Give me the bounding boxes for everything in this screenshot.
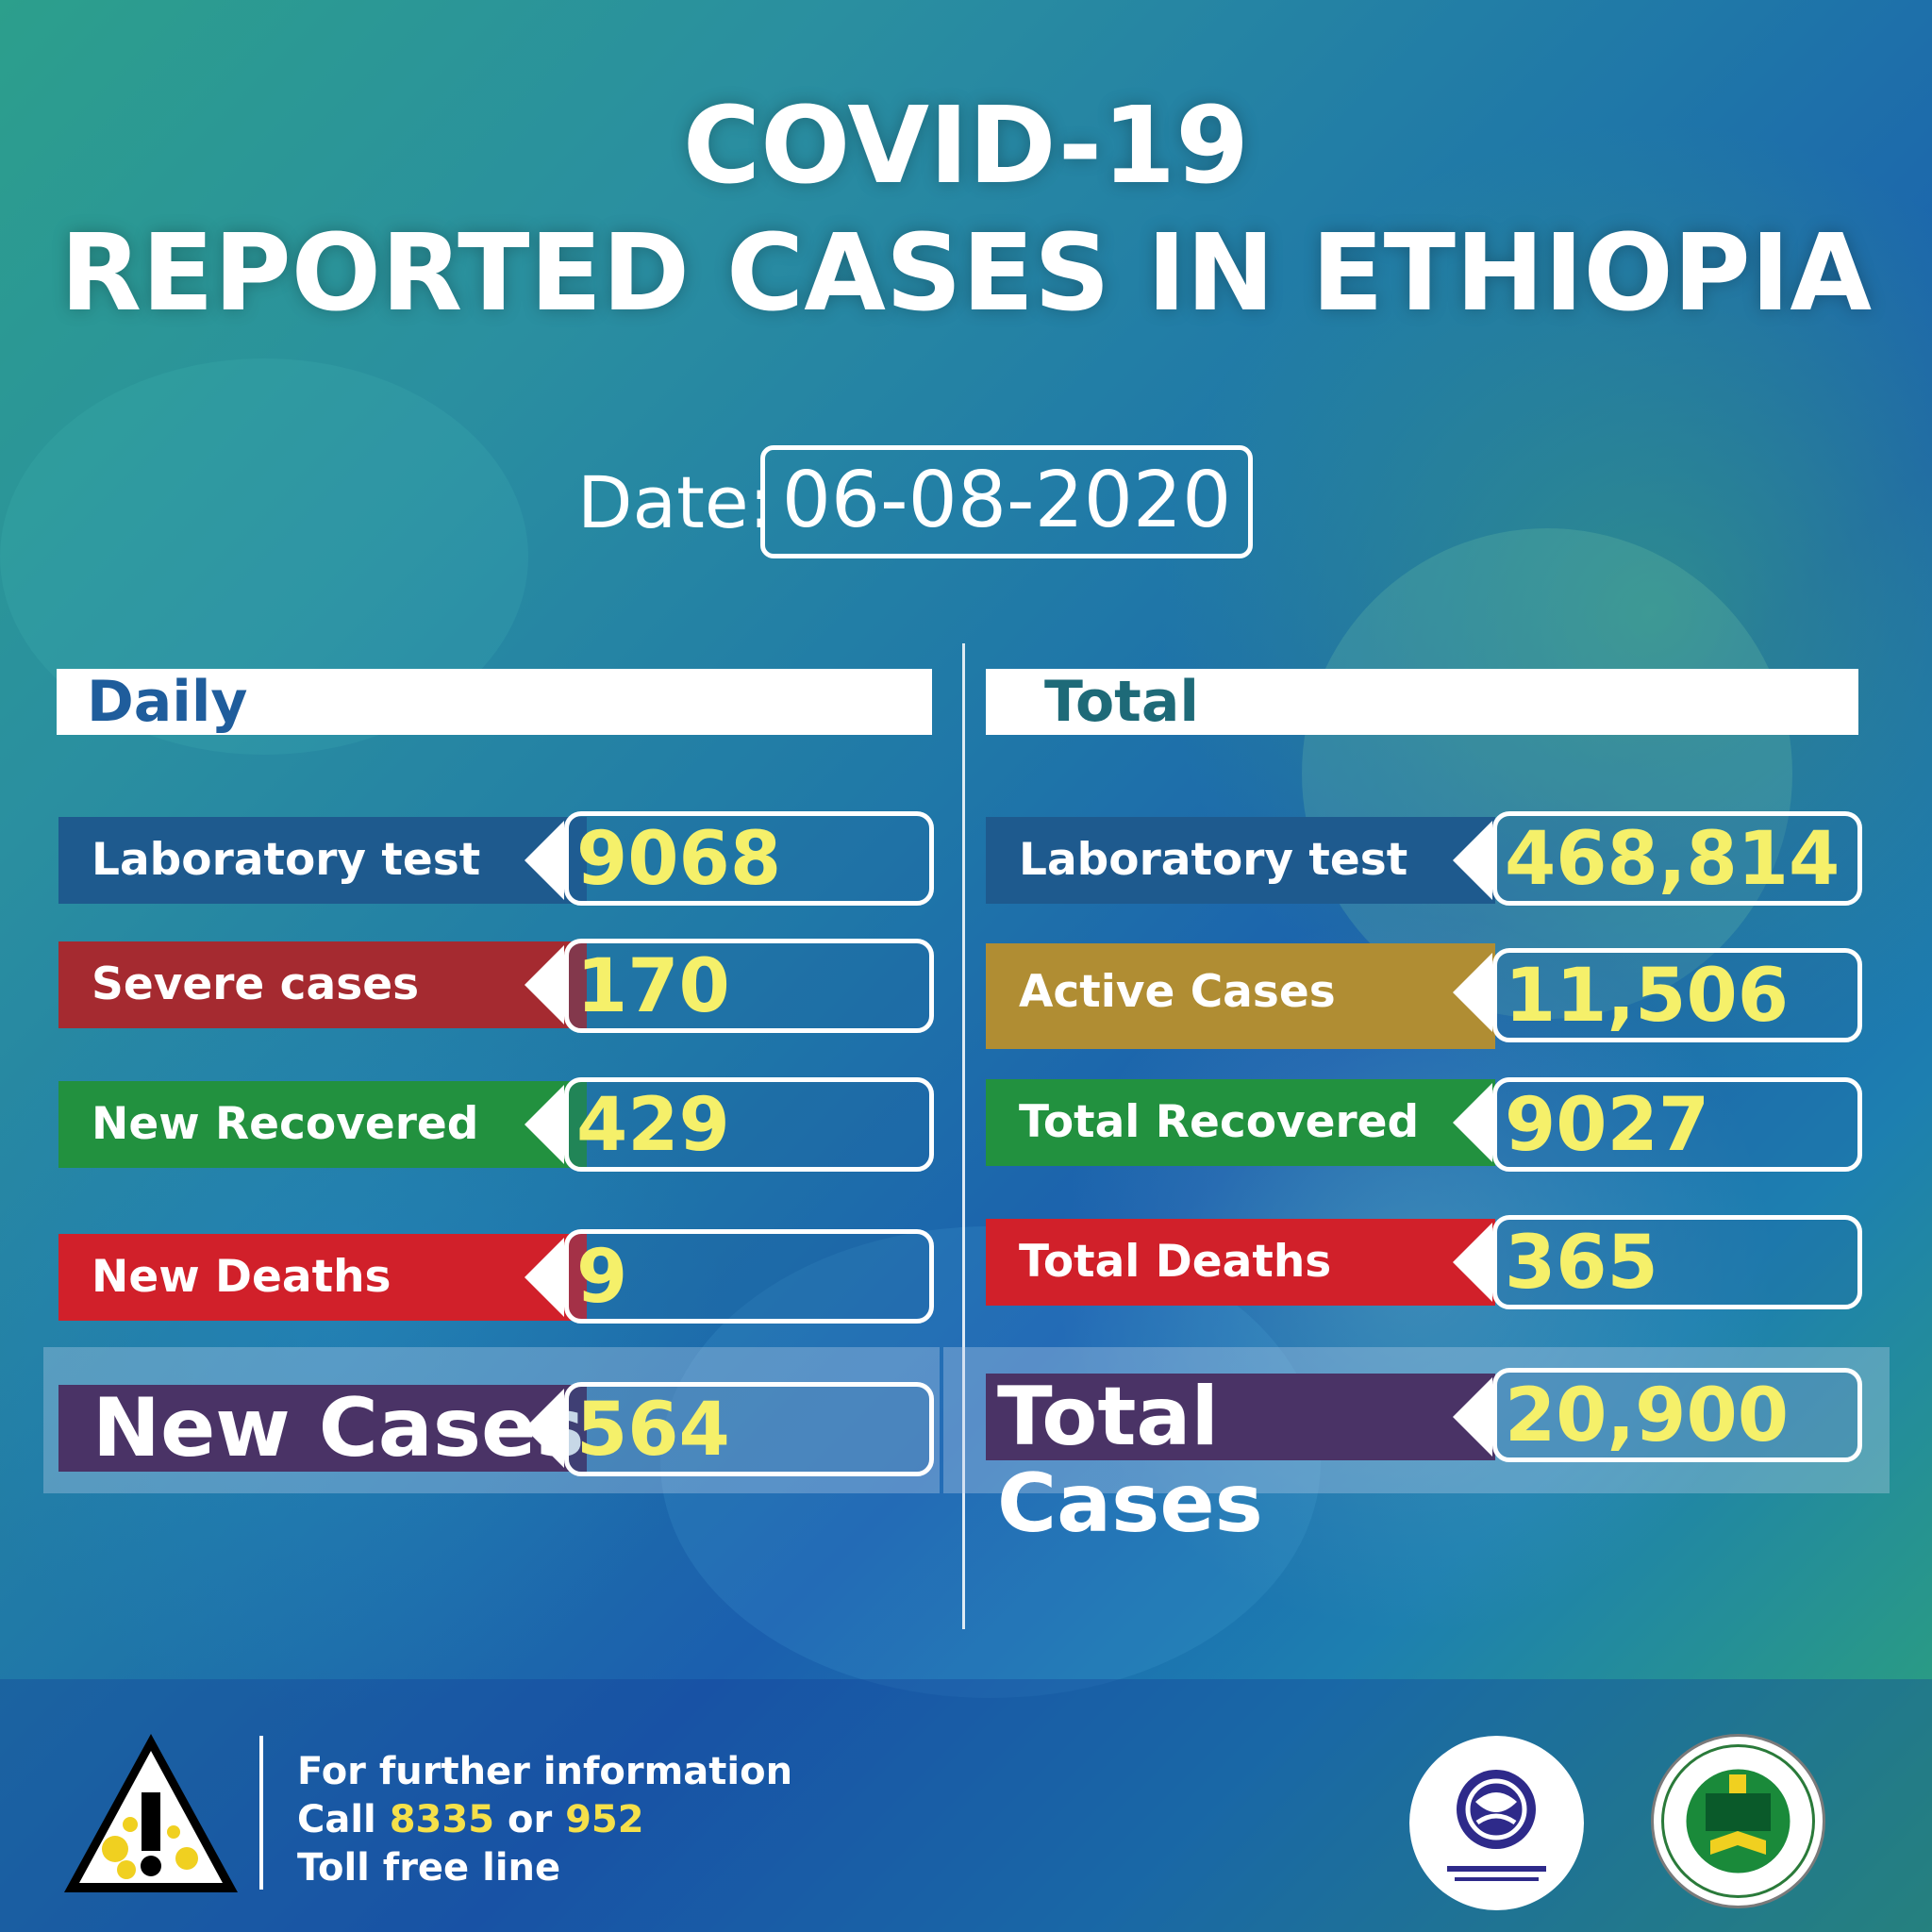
- total-lab-test-value: 468,814: [1492, 811, 1862, 906]
- footer-toll-free-line: Toll free line: [297, 1846, 561, 1890]
- pointer-arrow: [525, 945, 564, 1024]
- total-active-value: 11,506: [1492, 948, 1862, 1042]
- footer-call-line: Call 8335 or 952: [297, 1798, 644, 1841]
- call-prefix: Call: [297, 1798, 390, 1841]
- pointer-arrow: [525, 1389, 564, 1468]
- daily-severe-value: 170: [564, 939, 934, 1033]
- total-recovered-value: 9027: [1492, 1077, 1862, 1172]
- daily-recovered-label: New Recovered: [58, 1081, 587, 1168]
- footer-strip: [0, 1679, 1932, 1932]
- pointer-arrow: [525, 1238, 564, 1317]
- pointer-arrow: [525, 1085, 564, 1164]
- daily-deaths-label: New Deaths: [58, 1234, 587, 1321]
- footer-info-line: For further information: [297, 1750, 793, 1793]
- total-cases-label: Total Cases: [986, 1374, 1495, 1547]
- pointer-arrow: [1453, 953, 1492, 1032]
- total-deaths-label: Total Deaths: [986, 1219, 1495, 1306]
- date-label: Date:: [577, 460, 774, 544]
- total-deaths-value: 365: [1492, 1215, 1862, 1309]
- daily-header: Daily: [57, 669, 932, 735]
- pointer-arrow: [525, 821, 564, 900]
- daily-new-cases-label: New Cases: [58, 1385, 587, 1472]
- daily-deaths-value: 9: [564, 1229, 934, 1324]
- daily-recovered-value: 429: [564, 1077, 934, 1172]
- total-header: Total: [986, 669, 1858, 735]
- total-lab-test-label: Laboratory test: [986, 817, 1495, 904]
- or-text: or: [494, 1798, 566, 1841]
- phone-number-2: 952: [565, 1798, 644, 1841]
- pointer-arrow: [1453, 1223, 1492, 1302]
- total-cases-value: 20,900: [1492, 1368, 1862, 1462]
- moh-emblem-icon: [1447, 1770, 1546, 1881]
- column-divider: [962, 643, 965, 1629]
- ephi-emblem-icon: [1661, 1744, 1815, 1898]
- footer-divider: [259, 1736, 263, 1890]
- daily-lab-test-value: 9068: [564, 811, 934, 906]
- daily-severe-label: Severe cases: [58, 941, 587, 1028]
- warning-virus-icon: [64, 1734, 238, 1892]
- phone-number-1: 8335: [389, 1798, 495, 1841]
- pointer-arrow: [1453, 1083, 1492, 1162]
- daily-lab-test-label: Laboratory test: [58, 817, 587, 904]
- total-recovered-label: Total Recovered: [986, 1079, 1495, 1166]
- title-covid: COVID-19: [682, 85, 1250, 208]
- ephi-logo: [1651, 1734, 1825, 1908]
- pointer-arrow: [1453, 821, 1492, 900]
- pointer-arrow: [1453, 1377, 1492, 1457]
- date-value: 06-08-2020: [760, 445, 1253, 558]
- ministry-of-health-logo: [1409, 1736, 1584, 1910]
- title-reported-cases: REPORTED CASES IN ETHIOPIA: [59, 212, 1873, 335]
- daily-new-cases-value: 564: [564, 1382, 934, 1476]
- total-active-label: Active Cases: [986, 943, 1495, 1049]
